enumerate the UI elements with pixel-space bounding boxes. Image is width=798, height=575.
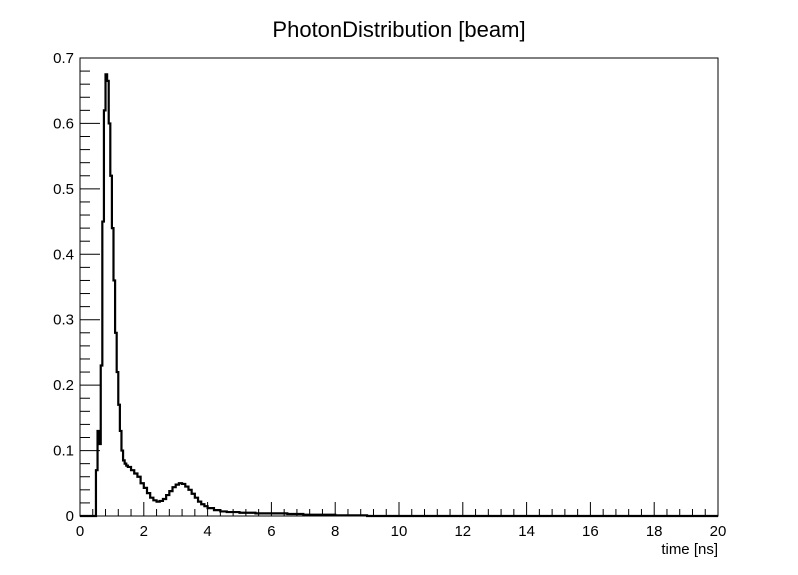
y-tick-label: 0.6 [53, 115, 74, 132]
x-axis-label: time [ns] [661, 541, 718, 558]
x-tick-label: 8 [331, 523, 339, 540]
x-tick-label: 16 [582, 523, 599, 540]
x-axis: 0 2 4 6 8 10 12 14 16 18 20 [76, 502, 727, 540]
y-tick-label: 0.2 [53, 377, 74, 394]
y-tick-label: 0.5 [53, 181, 74, 198]
x-tick-label: 18 [646, 523, 663, 540]
y-tick-label: 0 [66, 508, 74, 525]
x-tick-label: 20 [710, 523, 727, 540]
x-tick-label: 14 [518, 523, 535, 540]
y-tick-label: 0.1 [53, 443, 74, 460]
x-tick-label: 6 [267, 523, 275, 540]
y-tick-label: 0.3 [53, 312, 74, 329]
series-line [80, 73, 718, 518]
x-tick-label: 0 [76, 523, 84, 540]
chart-title: PhotonDistribution [beam] [272, 17, 525, 42]
x-tick-label: 12 [454, 523, 471, 540]
y-tick-label: 0.4 [53, 246, 74, 263]
y-axis: 0 0.1 0.2 0.3 0.4 0.5 0.6 0.7 [53, 50, 100, 525]
x-tick-label: 2 [140, 523, 148, 540]
y-tick-label: 0.7 [53, 50, 74, 67]
x-tick-label: 4 [203, 523, 211, 540]
x-tick-label: 10 [391, 523, 408, 540]
plot-frame [79, 57, 719, 517]
